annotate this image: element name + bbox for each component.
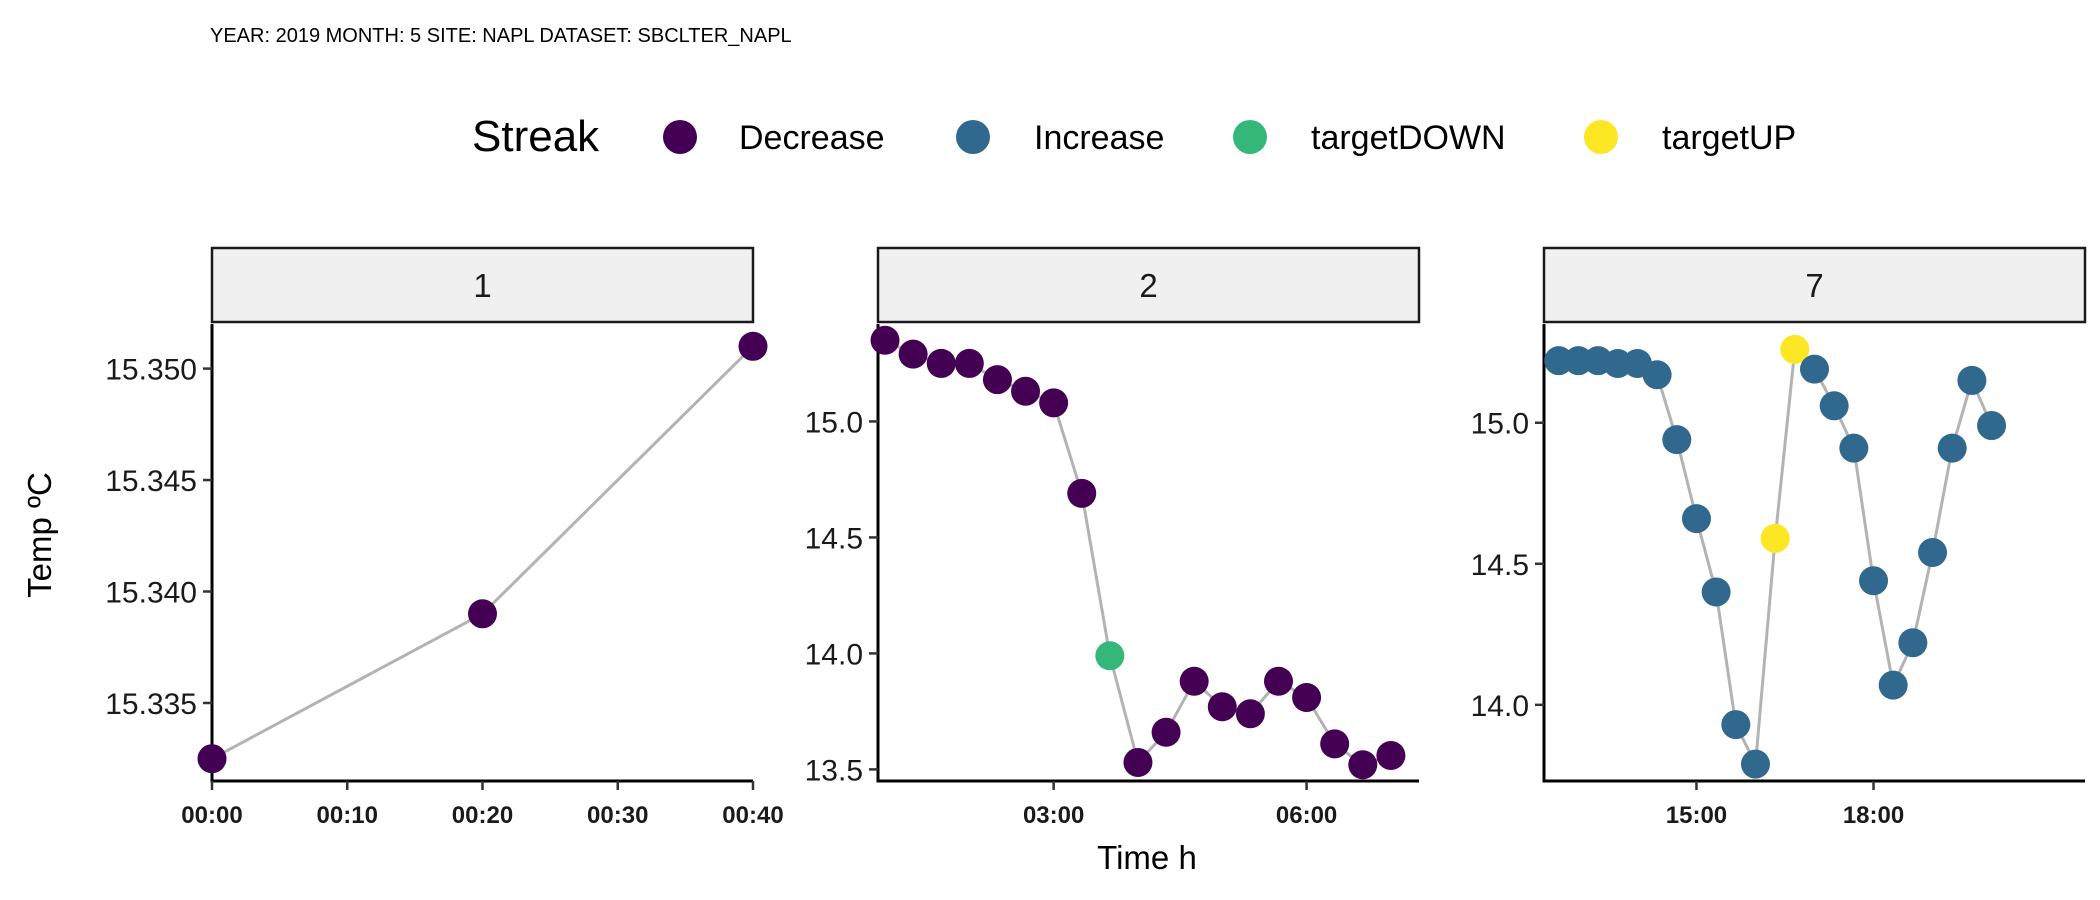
data-point-decrease [1011, 376, 1041, 406]
facet-strip-1 [210, 246, 755, 324]
data-point-decrease [1320, 729, 1350, 759]
data-point-increase [1642, 360, 1672, 390]
x-tick-label: 18:00 [1843, 802, 1904, 829]
x-tick-label: 00:40 [722, 802, 783, 829]
data-point-increase [1721, 710, 1751, 740]
data-point-decrease [1179, 666, 1209, 696]
y-tick-label: 15.335 [105, 688, 197, 721]
data-point-decrease [738, 331, 768, 361]
x-tick-label: 00:10 [317, 802, 378, 829]
data-point-increase [1918, 538, 1948, 567]
y-tick-label: 14.5 [1471, 549, 1529, 582]
y-axis-title: Temp ºC [21, 472, 58, 598]
y-tick-label: 15.0 [1471, 408, 1529, 441]
y-tick-label: 14.0 [805, 638, 863, 671]
y-tick-label: 15.345 [105, 465, 197, 498]
facet-strip-label: 2 [1139, 267, 1157, 304]
data-point-targetup [1760, 523, 1790, 553]
data-point-increase [1957, 365, 1987, 395]
x-tick-label: 15:00 [1666, 802, 1727, 829]
legend-key-targetdown [1233, 120, 1267, 154]
x-tick-label: 00:20 [452, 802, 513, 829]
y-tick-label: 14.0 [1471, 690, 1529, 723]
data-point-increase [1740, 749, 1770, 779]
y-tick-label: 13.5 [805, 754, 863, 787]
data-point-decrease [1151, 717, 1181, 747]
data-point-increase [1977, 411, 2007, 441]
data-point-targetup [1780, 334, 1810, 364]
data-point-decrease [197, 744, 227, 774]
x-tick-label: 03:00 [1023, 802, 1084, 829]
legend-key-targetup [1584, 120, 1618, 154]
data-point-increase [1878, 670, 1908, 700]
data-point-decrease [870, 325, 900, 355]
legend: Streak Decrease Increase targetDOWN targetU… [472, 112, 1796, 161]
legend-key-decrease [663, 120, 697, 154]
data-point-increase [1701, 577, 1731, 607]
legend-label-decrease: Decrease [739, 119, 885, 157]
facet-strip-label: 1 [473, 267, 491, 304]
data-point-increase [1819, 391, 1849, 421]
chart-subtitle: YEAR: 2019 MONTH: 5 SITE: NAPL DATASET: … [210, 25, 792, 47]
data-point-decrease [1123, 747, 1153, 777]
data-point-increase [1839, 433, 1869, 463]
facet-panel-7: 7 14.0 14.5 15.0 15:00 18:00 [1471, 246, 2087, 829]
data-point-increase [1800, 354, 1829, 384]
facet-strip-2 [876, 246, 1421, 324]
data-point-decrease [1263, 666, 1293, 696]
y-tick-label: 15.350 [105, 354, 197, 387]
legend-label-targetdown: targetDOWN [1311, 119, 1506, 157]
data-point-decrease [1207, 692, 1237, 722]
legend-label-targetup: targetUP [1662, 119, 1796, 157]
data-point-decrease [982, 365, 1012, 395]
series-line [211, 345, 755, 761]
facet-strip-7 [1542, 246, 2087, 324]
data-point-decrease [898, 339, 928, 369]
legend-key-increase [956, 120, 990, 154]
legend-title: Streak [472, 112, 600, 161]
x-axis-title: Time h [1097, 839, 1197, 876]
data-point-decrease [1376, 740, 1406, 770]
data-point-decrease [954, 348, 984, 378]
data-point-increase [1937, 433, 1967, 463]
data-point-decrease [1348, 750, 1378, 780]
data-point-decrease [468, 599, 497, 629]
data-point-increase [1898, 628, 1928, 658]
x-tick-label: 00:30 [587, 802, 648, 829]
data-point-decrease [926, 348, 956, 378]
y-tick-label: 14.5 [805, 522, 863, 555]
facet-strip-label: 7 [1805, 267, 1823, 304]
x-tick-label: 06:00 [1276, 802, 1337, 829]
legend-label-increase: Increase [1034, 119, 1164, 157]
facet-panels: 1 15.335 15.340 15.345 15.350 00:00 00:10 00:20… [105, 246, 2087, 829]
data-point-decrease [1235, 699, 1265, 729]
data-point-decrease [1292, 682, 1322, 712]
data-point-increase [1662, 425, 1692, 455]
facet-panel-1: 1 15.335 15.340 15.345 15.350 00:00 00:10 00:20… [105, 246, 784, 829]
data-point-decrease [1039, 388, 1069, 418]
data-point-decrease [1067, 478, 1097, 508]
data-point-targetdown [1095, 641, 1125, 671]
data-point-increase [1681, 504, 1711, 534]
facet-panel-2: 2 13.5 14.0 14.5 15.0 03:00 06:00 [805, 246, 1421, 829]
y-tick-label: 15.340 [105, 577, 197, 610]
x-tick-label: 00:00 [181, 802, 242, 829]
data-point-increase [1859, 566, 1889, 596]
y-tick-label: 15.0 [805, 406, 863, 439]
